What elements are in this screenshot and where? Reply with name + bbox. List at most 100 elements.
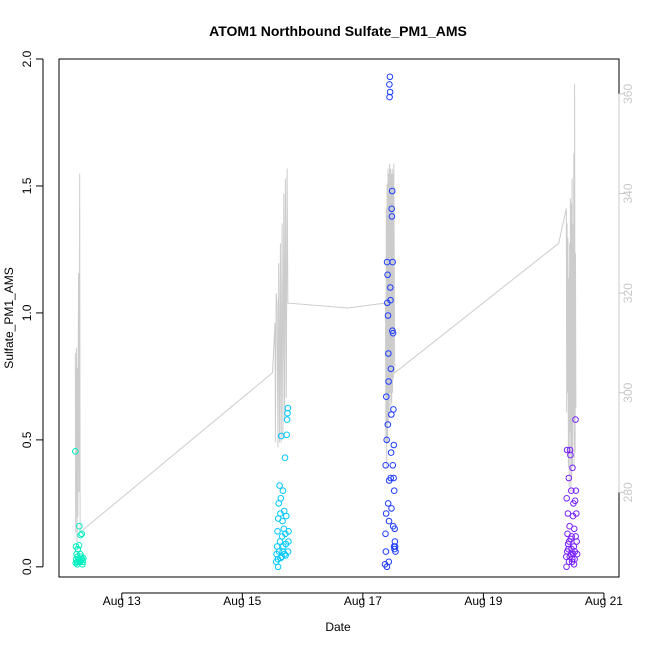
data-point [78, 530, 86, 538]
x-tick-label: Aug 17 [344, 594, 382, 608]
data-point [567, 451, 574, 459]
right-y-tick-label: 280 [621, 482, 635, 502]
data-point [390, 487, 398, 495]
data-point [388, 187, 396, 195]
data-point [389, 258, 396, 266]
data-point [382, 462, 390, 469]
data-point [277, 554, 284, 562]
x-tick-label: Aug 13 [103, 594, 141, 608]
data-point [563, 446, 571, 454]
data-point [564, 540, 572, 548]
right-axis-series-line [74, 83, 577, 543]
data-point [563, 563, 570, 571]
data-point [283, 512, 290, 520]
data-point [386, 73, 394, 81]
data-point [387, 449, 395, 456]
chart-title: ATOM1 Northbound Sulfate_PM1_AMS [209, 23, 467, 39]
data-point [571, 497, 579, 505]
data-point [76, 522, 83, 530]
right-y-tick-label: 360 [621, 84, 635, 104]
data-point [572, 416, 579, 423]
data-point [279, 517, 286, 525]
left-axis: 0.0 0.5 1.0 1.5 2.0 [20, 50, 44, 575]
data-point [391, 545, 398, 553]
data-point [570, 525, 578, 533]
right-y-tick-label: 300 [621, 382, 635, 402]
x-tick-label: Aug 15 [223, 594, 261, 608]
data-point [385, 378, 392, 385]
data-point [277, 495, 285, 502]
y-axis-label: Sulfate_PM1_AMS [2, 267, 16, 368]
data-point [390, 474, 397, 482]
data-point [569, 464, 576, 472]
data-point [382, 510, 390, 517]
data-point [72, 448, 79, 455]
bottom-axis: Aug 13 Aug 15 Aug 17 Aug 19 Aug 21 [103, 592, 623, 608]
x-tick-label: Aug 19 [464, 594, 502, 608]
data-point [283, 431, 291, 439]
point-layer [72, 73, 581, 571]
x-axis-label: Date [325, 620, 351, 634]
data-point [282, 552, 289, 559]
data-point [383, 393, 390, 401]
data-point [564, 510, 572, 517]
data-point [563, 495, 571, 502]
y-tick-label: 1.0 [20, 304, 34, 321]
data-point [571, 548, 579, 555]
data-point [79, 561, 86, 568]
data-point [384, 312, 392, 319]
data-point [391, 538, 399, 545]
y-tick-label: 1.5 [20, 177, 34, 194]
data-point [383, 436, 391, 444]
data-point [385, 350, 392, 357]
data-point [386, 88, 394, 96]
data-point [386, 81, 393, 88]
right-y-tick-label: 320 [621, 283, 635, 303]
data-point [75, 542, 83, 549]
data-point [77, 550, 84, 558]
data-point [281, 454, 289, 462]
right-axis-line-layer [74, 83, 577, 543]
data-point [285, 538, 292, 545]
data-point [568, 487, 575, 495]
data-point [72, 559, 79, 567]
data-point [275, 548, 283, 555]
data-point [383, 563, 391, 571]
data-point [385, 517, 393, 525]
data-point [567, 535, 575, 543]
data-point [389, 327, 396, 335]
data-point [390, 441, 398, 449]
data-point [276, 482, 283, 489]
data-point [384, 271, 391, 279]
data-point [388, 505, 395, 512]
data-point [382, 530, 389, 538]
y-tick-label: 0.0 [20, 558, 34, 575]
data-point [572, 487, 580, 495]
data-point [387, 365, 395, 373]
data-point [389, 462, 397, 469]
data-point [384, 299, 391, 307]
data-point [390, 406, 397, 413]
data-point [572, 533, 580, 540]
data-point [283, 416, 291, 423]
x-tick-label: Aug 21 [585, 594, 623, 608]
data-point [570, 561, 578, 568]
y-tick-label: 0.5 [20, 431, 34, 448]
data-point [565, 474, 573, 482]
data-point [74, 545, 82, 553]
data-point [274, 563, 282, 571]
data-point [573, 510, 580, 517]
data-point [388, 205, 396, 213]
data-point [388, 213, 396, 220]
data-point [384, 500, 392, 507]
data-point [274, 528, 281, 535]
plot-frame [58, 58, 620, 578]
data-point [389, 522, 397, 530]
data-point [382, 548, 390, 555]
data-point [284, 404, 292, 412]
right-axis: 280 300 320 340 360 [618, 84, 635, 502]
y-tick-label: 2.0 [20, 50, 34, 67]
data-point [79, 558, 87, 566]
data-point [384, 421, 392, 428]
